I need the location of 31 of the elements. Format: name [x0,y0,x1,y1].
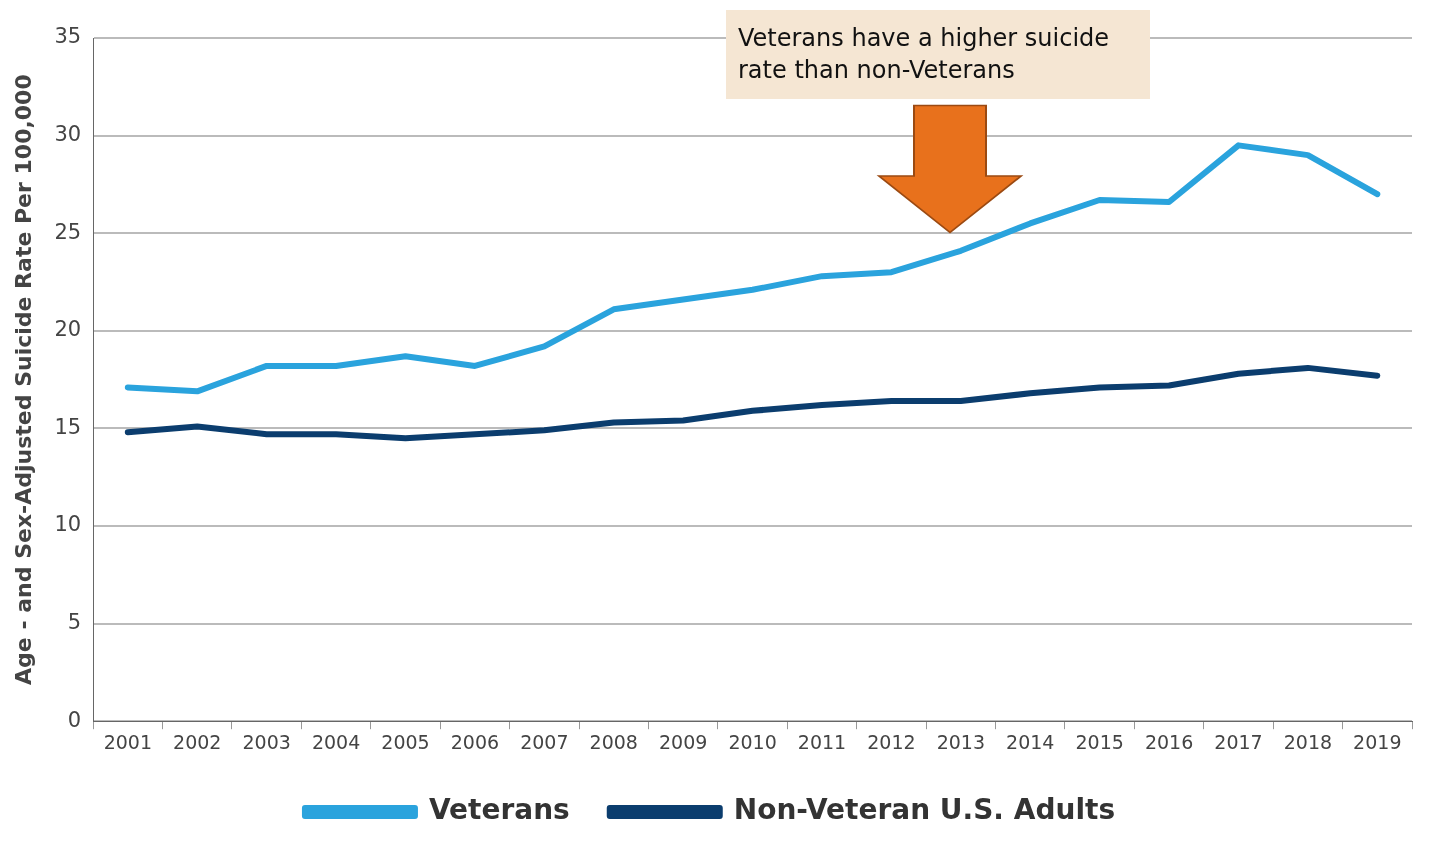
x-tick-label: 2009 [658,730,708,753]
y-tick-label: 25 [54,219,82,244]
y-tick-label: 0 [67,707,82,732]
x-tick-label: 2016 [1144,730,1194,753]
y-tick-label: 15 [54,414,82,439]
y-tick-label: 30 [54,122,82,147]
x-tick-label: 2014 [1006,730,1055,753]
x-tick-label: 2006 [450,730,500,753]
x-tick-label: 2013 [936,730,985,753]
x-tick-label: 2010 [728,730,777,753]
x-tick-label: 2015 [1075,730,1124,753]
x-tick-label: 2001 [103,730,153,753]
x-tick-label: 2004 [311,730,361,753]
y-tick-label: 10 [54,512,82,537]
annotation: Veterans have a higher suicide rate than non-Veterans [726,10,1150,99]
x-tick-label: 2019 [1353,730,1402,753]
x-tick-label: 2018 [1283,730,1333,753]
x-tick-label: 2007 [520,730,569,753]
x-tick-label: 2003 [242,730,291,753]
y-tick-label: 5 [67,610,82,635]
y-axis-title: Age - and Sex-Adjusted Suicide Rate Per 100,000 [10,74,36,685]
x-tick-label: 2008 [589,730,638,753]
x-tick-label: 2002 [173,730,222,753]
y-tick-label: 20 [54,317,82,342]
legend-label: Veterans [428,793,570,827]
x-tick-label: 2017 [1214,730,1263,753]
y-tick-label: 35 [54,24,82,49]
x-tick-label: 2011 [797,730,847,753]
x-tick-label: 2005 [381,730,430,753]
legend-label: Non-Veteran U.S. Adults [733,793,1116,827]
x-tick-label: 2012 [867,730,916,753]
